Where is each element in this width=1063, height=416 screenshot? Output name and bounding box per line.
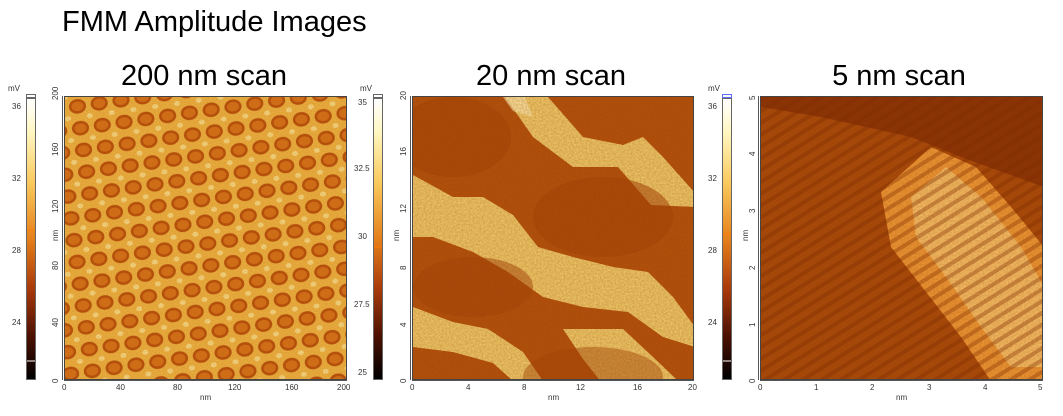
y-axis-label: nm <box>392 229 401 241</box>
x-axis-label: nm <box>548 393 560 402</box>
colorbar-tick: 28 <box>708 246 717 255</box>
y-tick-label: 4 <box>748 151 757 156</box>
panel-title: 200 nm scan <box>120 60 288 92</box>
x-tick-label: 20 <box>688 383 697 392</box>
x-tick-label: 5 <box>1038 383 1043 392</box>
x-tick-label: 3 <box>927 383 932 392</box>
colorbar-tick: 35 <box>358 98 367 107</box>
y-tick-label: 2 <box>748 265 757 270</box>
colorbar-unit: mV <box>708 84 720 93</box>
x-tick-label: 0 <box>410 383 415 392</box>
panel-title: 5 nm scan <box>832 60 966 92</box>
y-tick-label: 40 <box>51 318 60 327</box>
y-tick-label: 80 <box>51 261 60 270</box>
colorbar <box>373 98 383 380</box>
x-tick-label: 4 <box>466 383 471 392</box>
colorbar <box>722 98 732 380</box>
amplitude-image-5nm <box>760 96 1043 380</box>
x-tick-label: 16 <box>633 383 642 392</box>
page-title: FMM Amplitude Images <box>62 6 367 38</box>
colorbar-tick: 32.5 <box>354 164 370 173</box>
colorbar-unit: mV <box>8 84 20 93</box>
y-tick-label: 0 <box>51 378 60 383</box>
y-tick-label: 120 <box>51 199 60 213</box>
y-axis <box>410 96 411 380</box>
amplitude-image-20nm <box>412 96 694 380</box>
colorbar-cap <box>722 94 732 98</box>
amplitude-image-200nm <box>64 96 347 380</box>
y-tick-label: 200 <box>51 86 60 100</box>
y-tick-label: 16 <box>399 147 408 156</box>
y-tick-label: 160 <box>51 142 60 156</box>
colorbar-tick: 36 <box>708 102 717 111</box>
x-axis <box>760 380 1043 381</box>
y-tick-label: 0 <box>748 378 757 383</box>
x-tick-label: 4 <box>983 383 988 392</box>
panel-title: 20 nm scan <box>476 60 626 92</box>
y-axis <box>62 96 63 380</box>
colorbar-tick: 25 <box>358 368 367 377</box>
y-tick-label: 0 <box>399 378 408 383</box>
colorbar-tick: 24 <box>12 318 21 327</box>
x-tick-label: 1 <box>814 383 819 392</box>
x-tick-label: 80 <box>173 383 182 392</box>
colorbar <box>26 98 36 380</box>
x-tick-label: 0 <box>758 383 763 392</box>
y-tick-label: 8 <box>399 265 408 270</box>
x-axis-label: nm <box>896 393 908 402</box>
x-axis-label: nm <box>200 393 212 402</box>
y-tick-label: 1 <box>748 322 757 327</box>
colorbar-tick: 32 <box>708 174 717 183</box>
colorbar-tick: 32 <box>12 174 21 183</box>
y-axis-label: nm <box>51 229 60 241</box>
y-tick-label: 3 <box>748 208 757 213</box>
colorbar-tick: 30 <box>358 232 367 241</box>
colorbar-tick: 27.5 <box>354 300 370 309</box>
x-tick-label: 0 <box>62 383 67 392</box>
y-axis-label: nm <box>741 229 750 241</box>
x-tick-label: 200 <box>337 383 351 392</box>
x-axis <box>64 380 347 381</box>
x-tick-label: 8 <box>522 383 527 392</box>
colorbar-tick: 24 <box>708 318 717 327</box>
y-axis <box>758 96 759 380</box>
y-tick-label: 12 <box>399 204 408 213</box>
y-tick-label: 4 <box>399 322 408 327</box>
colorbar-unit: mV <box>360 84 372 93</box>
x-tick-label: 120 <box>228 383 242 392</box>
y-tick-label: 5 <box>748 95 757 100</box>
x-axis <box>412 380 694 381</box>
colorbar-cap <box>26 94 36 98</box>
y-tick-label: 20 <box>399 91 408 100</box>
x-tick-label: 160 <box>285 383 299 392</box>
colorbar-tick: 36 <box>12 102 21 111</box>
colorbar-tick: 28 <box>12 246 21 255</box>
colorbar-cap <box>373 94 383 98</box>
x-tick-label: 40 <box>116 383 125 392</box>
x-tick-label: 2 <box>870 383 875 392</box>
x-tick-label: 12 <box>576 383 585 392</box>
